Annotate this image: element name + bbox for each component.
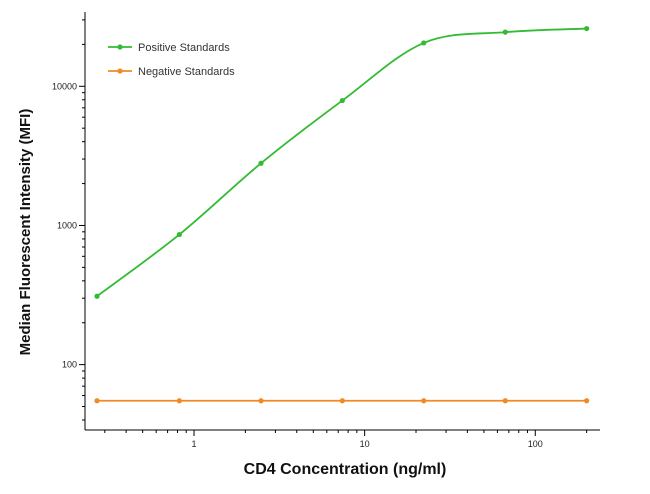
positive-standards-point: [502, 29, 508, 35]
x-axis-title: CD4 Concentration (ng/ml): [244, 461, 447, 478]
negative-standards-point: [584, 398, 590, 404]
legend-label: Positive Standards: [138, 42, 230, 54]
positive-standards-point: [584, 25, 590, 32]
y-axis: 100 1000 10000: [52, 12, 86, 430]
legend: Positive Standards Negative Standards: [108, 42, 235, 78]
legend-label: Negative Standards: [138, 66, 235, 78]
y-axis-title: Median Fluorescent Intensity (MFI): [17, 109, 34, 356]
x-tick-label: 10: [360, 439, 370, 449]
negative-standards-point: [339, 398, 345, 404]
y-tick-label: 10000: [52, 81, 77, 91]
negative-standards-point: [258, 398, 264, 404]
positive-standards-point: [339, 97, 345, 104]
negative-standards-point: [502, 398, 508, 404]
y-tick-label: 1000: [57, 220, 77, 230]
positive-standards-point: [94, 293, 100, 299]
negative-standards-point: [176, 398, 182, 404]
positive-standards-point: [421, 40, 427, 46]
negative-standards-point: [421, 398, 427, 404]
x-axis: 1 10 100: [85, 429, 600, 449]
series-layer: [94, 25, 590, 404]
positive-standards-point: [176, 231, 182, 238]
legend-swatch-marker: [117, 44, 123, 50]
x-tick-label: 1: [192, 439, 197, 449]
negative-standards-point: [94, 398, 100, 404]
legend-swatch-marker: [117, 68, 123, 74]
x-tick-label: 100: [528, 439, 543, 449]
positive-standards-point: [258, 160, 264, 166]
y-tick-label: 100: [62, 360, 77, 370]
